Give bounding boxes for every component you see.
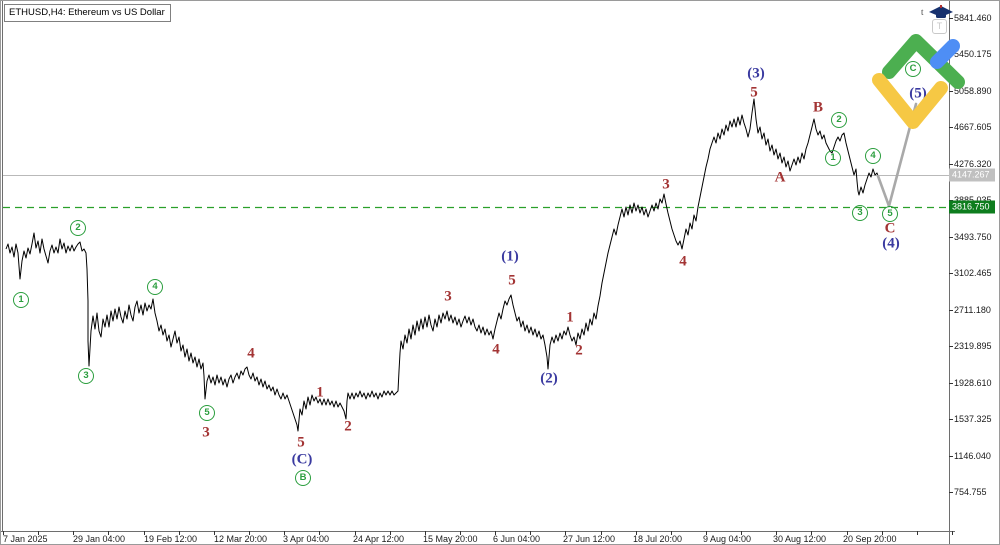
price-axis-label-3: 4667.605 [954,122,992,132]
wave-label-circled-C-11: C [905,61,921,77]
time-axis-label-10: 9 Aug 04:00 [703,534,752,544]
wave-label-circled-3-8: 3 [852,205,868,221]
price-axis-label-0: 5841.460 [954,13,992,23]
wave-label-red-2-9: 2 [575,342,583,359]
wave-label-circled-B-5: B [295,470,311,486]
symbol-title-box: ETHUSD,H4: Ethereum vs US Dollar [4,4,171,22]
time-axis-label-12: 20 Sep 20:00 [843,534,897,544]
time-axis-label-11: 30 Aug 12:00 [773,534,827,544]
corner-education-widget[interactable]: t T [919,4,959,36]
logo-blue-dash-icon [930,39,960,69]
price-axis-label-2: 5058.890 [954,86,992,96]
corner-t-label: t [921,7,924,17]
support-level-badge: 3816.750 [949,200,995,214]
wave-label-blue-(4)-4: (4) [882,235,900,252]
wave-label-red-1-3: 1 [316,384,324,401]
price-line [5,98,879,432]
logo-yellow-chevron-icon [872,73,948,129]
wave-label-red-A-13: A [774,169,786,186]
wave-label-red-3-5: 3 [444,288,452,305]
time-axis-label-0: 7 Jan 2025 [3,534,48,544]
time-axis-label-1: 29 Jan 04:00 [73,534,126,544]
price-axis-label-11: 1537.325 [954,414,992,424]
graduation-cap-icon [929,5,953,18]
price-axis-label-9: 2319.895 [954,341,992,351]
wave-label-red-3-10: 3 [662,176,670,193]
wave-label-blue-(5)-5: (5) [909,85,927,102]
price-axis-label-7: 3102.465 [954,268,992,278]
symbol-title: ETHUSD,H4: Ethereum vs US Dollar [9,7,165,18]
wave-label-red-2-4: 2 [344,418,352,435]
price-axis-label-10: 1928.610 [954,378,992,388]
wave-label-circled-4-3: 4 [147,279,163,295]
price-axis-label-13: 754.755 [954,487,987,497]
price-axis-label-1: 5450.175 [954,49,992,59]
wave-label-red-1-8: 1 [566,309,574,326]
wave-label-red-C-15: C [884,220,896,237]
price-axis-label-12: 1146.040 [954,451,991,461]
wave-label-circled-2-1: 2 [70,220,86,236]
wave-label-red-4-6: 4 [492,341,500,358]
wave-label-red-4-1: 4 [247,345,255,362]
wave-label-circled-4-9: 4 [865,148,881,164]
price-axis-label-4: 4276.320 [954,159,992,169]
logo-green-chevron-icon [882,34,965,89]
wave-label-red-4-11: 4 [679,253,687,270]
price-axis-label-6: 3493.750 [954,232,992,242]
wave-label-red-B-14: B [812,99,824,116]
time-axis-label-9: 18 Jul 20:00 [633,534,683,544]
wave-label-blue-(C)-0: (C) [291,451,313,468]
price-axis-label-8: 2711.180 [954,305,991,315]
wave-label-circled-2-7: 2 [831,112,847,128]
brand-logo [872,34,965,129]
wave-label-circled-3-2: 3 [78,368,94,384]
time-axis-label-6: 15 May 20:00 [423,534,478,544]
wave-label-blue-(2)-2: (2) [540,370,558,387]
wave-label-circled-5-10: 5 [882,206,898,222]
time-axis-label-8: 27 Jun 12:00 [563,534,616,544]
wave-label-circled-5-4: 5 [199,405,215,421]
corner-t-box: T [932,19,947,34]
wave-label-blue-(1)-1: (1) [501,248,519,265]
wave-label-red-5-12: 5 [750,84,758,101]
wave-label-circled-1-0: 1 [13,292,29,308]
wave-label-red-3-0: 3 [202,424,210,441]
price-axis-label-5: 3885.035 [954,195,992,205]
time-axis-label-4: 3 Apr 04:00 [283,534,330,544]
time-axis-label-5: 24 Apr 12:00 [353,534,405,544]
time-axis-label-2: 19 Feb 12:00 [144,534,198,544]
current-price-badge: 4147.267 [949,168,995,182]
wave-label-circled-1-6: 1 [825,150,841,166]
wave-label-blue-(3)-3: (3) [747,65,765,82]
wave-label-red-5-7: 5 [508,272,516,289]
time-axis-label-3: 12 Mar 20:00 [214,534,268,544]
wave-label-red-5-2: 5 [297,434,305,451]
time-axis-label-7: 6 Jun 04:00 [493,534,541,544]
